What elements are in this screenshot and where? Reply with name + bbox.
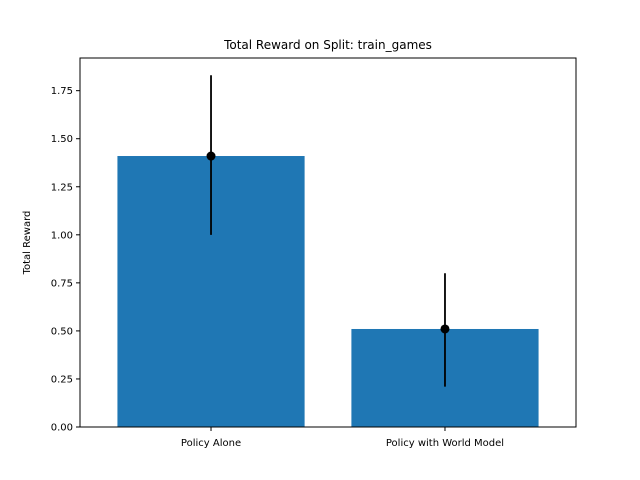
plot-frame [79,57,577,428]
y-tick-label: 1.25 [51,182,73,193]
mean-marker [440,324,450,334]
y-tick-label: 0.00 [51,423,73,434]
x-tick-label: Policy Alone [181,438,241,449]
mean-marker [206,151,216,161]
chart-title: Total Reward on Split: train_games [223,38,432,52]
y-tick-label: 0.50 [51,326,73,337]
y-tick-label: 0.25 [51,374,73,385]
error-bars-group [206,75,450,387]
y-tick-label: 1.75 [51,86,73,97]
y-axis-title: Total Reward [22,211,33,276]
x-axis: Policy Alone Policy with World Model [181,427,504,449]
y-tick-label: 1.50 [51,134,73,145]
y-tick-label: 1.00 [51,230,73,241]
x-tick-label: Policy with World Model [386,438,504,449]
y-tick-label: 0.75 [51,278,73,289]
bars-group [117,156,539,427]
y-axis: 0.00 0.25 0.50 0.75 1.00 1.25 1.50 1.75 [51,86,80,434]
